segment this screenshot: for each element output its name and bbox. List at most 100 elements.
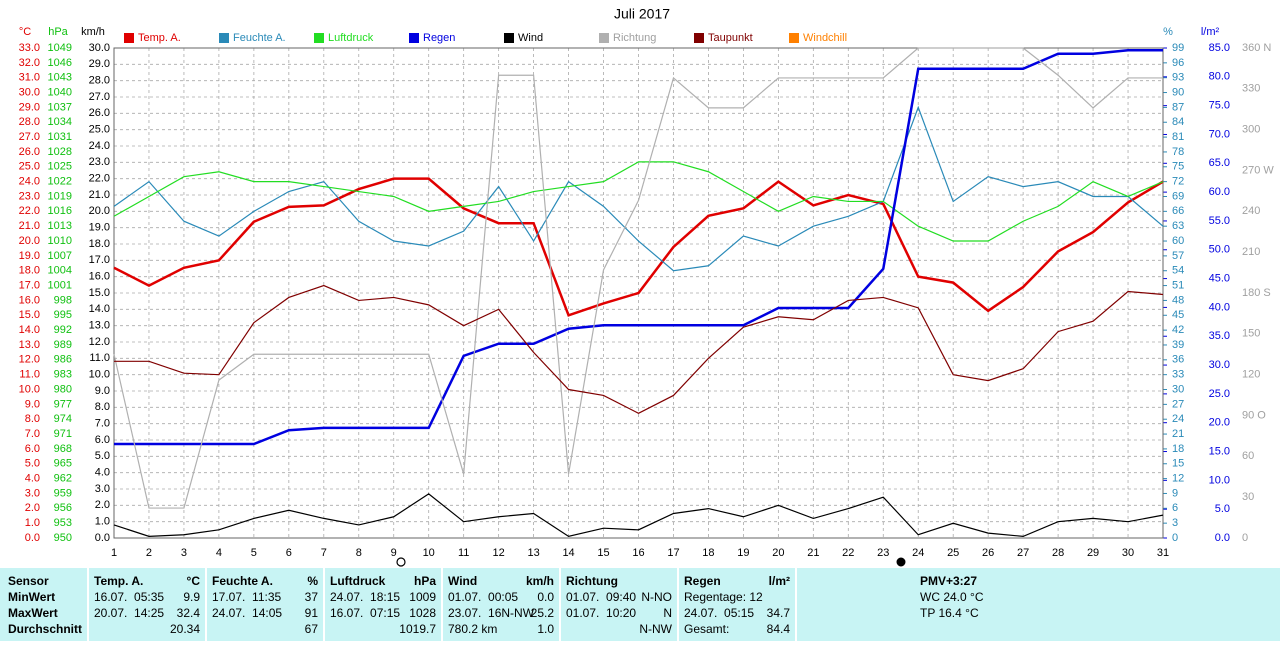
legend-swatch — [694, 33, 704, 43]
x-tick-label: 14 — [562, 547, 574, 559]
y-tick-label: 24.0 — [19, 176, 40, 188]
y-tick-label: 30.0 — [19, 86, 40, 98]
y-tick-label: 10.0 — [19, 383, 40, 395]
y-tick-label: 5.0 — [95, 450, 110, 462]
y-tick-label: 42 — [1172, 324, 1184, 336]
x-tick-label: 13 — [527, 547, 539, 559]
y-tick-label: 1028 — [48, 146, 72, 158]
x-tick-label: 7 — [321, 547, 327, 559]
x-tick-label: 30 — [1122, 547, 1134, 559]
y-tick-label: 24 — [1172, 413, 1184, 425]
y-tick-label: 3.0 — [95, 483, 110, 495]
y-tick-label: 2.0 — [25, 502, 40, 514]
y-tick-label: 18.0 — [89, 238, 110, 250]
table-cell: 9.9 — [183, 590, 200, 604]
y-tick-label: 30 — [1172, 383, 1184, 395]
axis-unit: % — [1163, 26, 1173, 38]
y-tick-label: 7.0 — [95, 418, 110, 430]
x-tick-label: 24 — [912, 547, 924, 559]
series-line — [113, 493, 1164, 538]
x-tick-label: 21 — [807, 547, 819, 559]
table-cell: 01.07. 09:40 — [566, 590, 636, 604]
y-tick-label: 26.0 — [89, 107, 110, 119]
x-tick-label: 16 — [632, 547, 644, 559]
y-tick-label: 965 — [54, 458, 72, 470]
y-tick-label: 150 — [1242, 328, 1260, 340]
y-tick-label: 80.0 — [1209, 71, 1230, 83]
y-tick-label: 980 — [54, 383, 72, 395]
y-tick-label: 0.0 — [95, 532, 110, 544]
column-header: Luftdruck — [330, 574, 386, 588]
row-label: MinWert — [8, 590, 55, 604]
legend-swatch — [409, 33, 419, 43]
y-tick-label: 4.0 — [95, 467, 110, 479]
table-cell: N — [663, 606, 672, 620]
series-line — [113, 177, 1164, 317]
y-tick-label: 3.0 — [25, 487, 40, 499]
y-tick-label: 36 — [1172, 354, 1184, 366]
axis-unit: °C — [19, 26, 31, 38]
y-tick-label: 959 — [54, 487, 72, 499]
y-tick-label: 16.0 — [19, 294, 40, 306]
axis-unit: l/m² — [1201, 26, 1220, 38]
y-tick-label: 18.0 — [19, 265, 40, 277]
x-tick-label: 2 — [146, 547, 152, 559]
y-tick-label: 29.0 — [19, 101, 40, 113]
y-tick-label: 1031 — [48, 131, 72, 143]
y-tick-label: 0 — [1242, 532, 1248, 544]
column-unit: hPa — [414, 574, 436, 588]
moon-icon — [396, 557, 406, 567]
x-tick-label: 26 — [982, 547, 994, 559]
y-tick-label: 14.0 — [89, 303, 110, 315]
y-tick-label: 983 — [54, 369, 72, 381]
y-tick-label: 2.0 — [95, 499, 110, 511]
y-tick-label: 75.0 — [1209, 100, 1230, 112]
y-tick-label: 995 — [54, 309, 72, 321]
x-tick-label: 23 — [877, 547, 889, 559]
y-tick-label: 21.0 — [19, 220, 40, 232]
x-tick-label: 11 — [458, 547, 469, 559]
y-tick-label: 24.0 — [89, 140, 110, 152]
y-tick-label: 28.0 — [89, 75, 110, 87]
y-tick-label: 8.0 — [95, 401, 110, 413]
y-tick-label: 977 — [54, 398, 72, 410]
legend-label: Richtung — [613, 32, 656, 44]
x-tick-label: 4 — [216, 547, 222, 559]
y-tick-label: 65.0 — [1209, 157, 1230, 169]
y-tick-label: 54 — [1172, 265, 1184, 277]
y-tick-label: 4.0 — [25, 473, 40, 485]
y-tick-label: 240 — [1242, 205, 1260, 217]
pmv-title: PMV+3:27 — [920, 574, 977, 588]
legend-label: Taupunkt — [708, 32, 753, 44]
y-tick-label: 9.0 — [95, 385, 110, 397]
table-cell: 20.34 — [170, 622, 200, 636]
x-tick-label: 19 — [737, 547, 749, 559]
table-cell: 780.2 km — [448, 622, 497, 636]
row-label: Durchschnitt — [8, 622, 82, 636]
y-tick-label: 120 — [1242, 369, 1260, 381]
x-tick-label: 27 — [1017, 547, 1029, 559]
y-tick-label: 0.0 — [1215, 532, 1230, 544]
legend-label: Luftdruck — [328, 32, 374, 44]
y-tick-label: 87 — [1172, 101, 1184, 113]
stats-table — [0, 568, 1280, 641]
table-cell: N-NW — [639, 622, 672, 636]
y-tick-label: 1025 — [48, 161, 72, 173]
y-tick-label: 9 — [1172, 487, 1178, 499]
column-unit: l/m² — [769, 574, 790, 588]
x-tick-label: 22 — [842, 547, 854, 559]
y-tick-label: 1004 — [48, 265, 72, 277]
plot-frame — [113, 47, 1164, 539]
y-tick-label: 30.0 — [89, 42, 110, 54]
y-tick-label: 20.0 — [1209, 417, 1230, 429]
legend-swatch — [504, 33, 514, 43]
column-unit: km/h — [526, 574, 554, 588]
legend-swatch — [789, 33, 799, 43]
y-tick-label: 72 — [1172, 176, 1184, 188]
series-line — [114, 284, 1164, 414]
y-tick-label: 12.0 — [19, 354, 40, 366]
y-tick-label: 78 — [1172, 146, 1184, 158]
y-tick-label: 953 — [54, 517, 72, 529]
y-tick-label: 17.0 — [19, 279, 40, 291]
table-cell: 1.0 — [537, 622, 554, 636]
